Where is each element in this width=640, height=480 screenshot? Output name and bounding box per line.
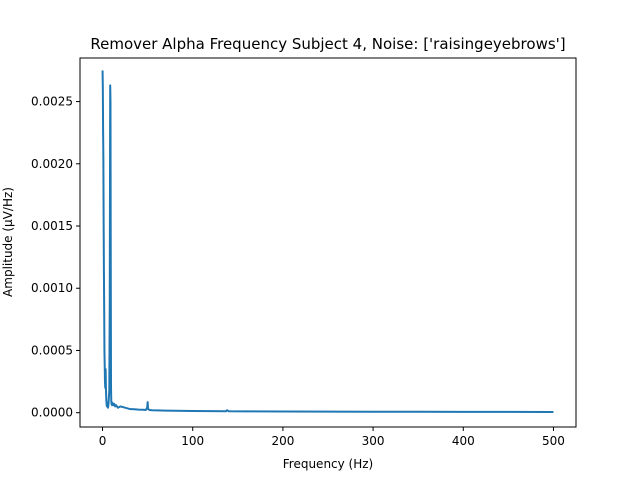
y-tick-label: 0.0010 (31, 281, 73, 295)
x-tick-label: 0 (99, 434, 107, 448)
y-tick-label: 0.0025 (31, 95, 73, 109)
x-tick-label: 500 (542, 434, 565, 448)
y-axis-ticks: 0.0000 0.0005 0.0010 0.0015 0.0020 0.0025 (31, 95, 80, 420)
x-tick-label: 300 (362, 434, 385, 448)
series-line (101, 70, 554, 413)
x-axis-label: Frequency (Hz) (283, 457, 374, 471)
y-tick-label: 0.0000 (31, 406, 73, 420)
x-tick-label: 400 (452, 434, 475, 448)
x-tick-label: 200 (271, 434, 294, 448)
y-tick-label: 0.0015 (31, 219, 73, 233)
x-axis-ticks: 0 100 200 300 400 500 (99, 427, 565, 448)
y-tick-label: 0.0020 (31, 157, 73, 171)
y-axis-label: Amplitude (µV/Hz) (1, 187, 15, 297)
x-tick-label: 100 (181, 434, 204, 448)
chart-title: Remover Alpha Frequency Subject 4, Noise… (90, 35, 565, 53)
y-tick-label: 0.0005 (31, 343, 73, 357)
series-layer (101, 70, 554, 413)
plot-frame (79, 57, 577, 428)
